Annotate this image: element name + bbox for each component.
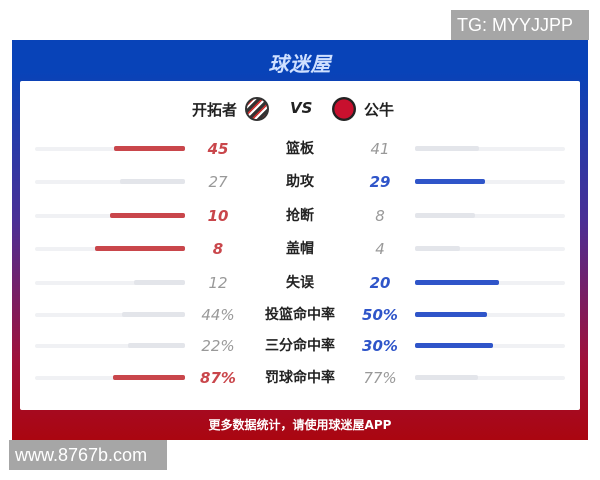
home-bar-track bbox=[35, 281, 185, 285]
away-stat-bar bbox=[415, 213, 475, 218]
brand-logo: 球迷屋 bbox=[268, 52, 332, 76]
away-stat-value: 50% bbox=[362, 306, 398, 324]
away-bar-track bbox=[415, 214, 565, 218]
stat-row: 45 篮板 41 bbox=[20, 139, 580, 159]
away-stat-bar bbox=[415, 312, 487, 317]
away-stat-bar bbox=[415, 375, 478, 380]
away-bar-track bbox=[415, 376, 565, 380]
away-stat-bar bbox=[415, 246, 460, 251]
home-stat-bar bbox=[110, 213, 185, 218]
stat-row: 44% 投篮命中率 50% bbox=[20, 305, 580, 325]
away-stat-value: 77% bbox=[363, 369, 397, 387]
away-stat-value: 20 bbox=[369, 274, 391, 292]
stat-row: 10 抢断 8 bbox=[20, 206, 580, 226]
bulls-logo-icon bbox=[332, 97, 356, 121]
home-bar-track bbox=[35, 180, 185, 184]
stat-row: 22% 三分命中率 30% bbox=[20, 336, 580, 356]
away-stat-value: 30% bbox=[362, 337, 398, 355]
stat-label: 盖帽 bbox=[286, 241, 314, 257]
stat-label: 投篮命中率 bbox=[265, 307, 335, 323]
away-stat-value: 41 bbox=[370, 140, 390, 158]
watermark-tg: TG: MYYJJPP bbox=[451, 10, 589, 40]
stat-label: 失误 bbox=[286, 275, 314, 291]
stat-row: 8 盖帽 4 bbox=[20, 239, 580, 259]
stats-panel: 开拓者 VS 公牛 45 篮板 41 27 助攻 29 10 抢断 8 8 盖帽… bbox=[20, 81, 580, 410]
stat-label: 篮板 bbox=[286, 141, 314, 157]
home-bar-track bbox=[35, 344, 185, 348]
away-stat-value: 8 bbox=[375, 207, 385, 225]
stat-label: 抢断 bbox=[286, 208, 314, 224]
home-team-name: 开拓者 bbox=[192, 101, 238, 119]
home-stat-value: 87% bbox=[200, 369, 236, 387]
stat-row: 87% 罚球命中率 77% bbox=[20, 368, 580, 388]
home-stat-bar bbox=[114, 146, 185, 151]
home-bar-track bbox=[35, 147, 185, 151]
home-stat-bar bbox=[122, 312, 185, 317]
away-bar-track bbox=[415, 147, 565, 151]
home-stat-bar bbox=[128, 343, 185, 348]
away-bar-track bbox=[415, 313, 565, 317]
away-bar-track bbox=[415, 180, 565, 184]
teams-header: 开拓者 VS 公牛 bbox=[20, 97, 580, 123]
rip-city-logo-icon bbox=[245, 97, 269, 121]
home-stat-value: 27 bbox=[208, 173, 228, 191]
away-stat-bar bbox=[415, 280, 499, 285]
stat-row: 27 助攻 29 bbox=[20, 172, 580, 192]
home-stat-value: 8 bbox=[212, 240, 224, 258]
home-stat-value: 12 bbox=[208, 274, 228, 292]
home-stat-bar bbox=[95, 246, 185, 251]
footer-promo: 更多数据统计，请使用球迷屋APP bbox=[208, 418, 392, 432]
home-stat-value: 45 bbox=[207, 140, 229, 158]
home-stat-bar bbox=[113, 375, 185, 380]
home-stat-bar bbox=[120, 179, 185, 184]
away-stat-bar bbox=[415, 179, 485, 184]
home-stat-value: 10 bbox=[207, 207, 229, 225]
away-team-name: 公牛 bbox=[364, 101, 395, 119]
stat-label: 助攻 bbox=[286, 174, 314, 190]
away-stat-value: 29 bbox=[369, 173, 391, 191]
away-bar-track bbox=[415, 247, 565, 251]
stat-label: 罚球命中率 bbox=[265, 370, 335, 386]
home-bar-track bbox=[35, 313, 185, 317]
stat-row: 12 失误 20 bbox=[20, 273, 580, 293]
stats-card: 球迷屋 开拓者 VS 公牛 45 篮板 41 27 助攻 29 10 抢断 8 … bbox=[12, 40, 588, 440]
away-stat-bar bbox=[415, 343, 493, 348]
home-stat-bar bbox=[134, 280, 185, 285]
stat-label: 三分命中率 bbox=[265, 338, 335, 354]
vs-label: VS bbox=[290, 99, 313, 117]
away-stat-value: 4 bbox=[375, 240, 385, 258]
home-bar-track bbox=[35, 376, 185, 380]
home-stat-value: 44% bbox=[201, 306, 235, 324]
away-stat-bar bbox=[415, 146, 479, 151]
home-stat-value: 22% bbox=[201, 337, 235, 355]
watermark-url: www.8767b.com bbox=[9, 440, 167, 470]
